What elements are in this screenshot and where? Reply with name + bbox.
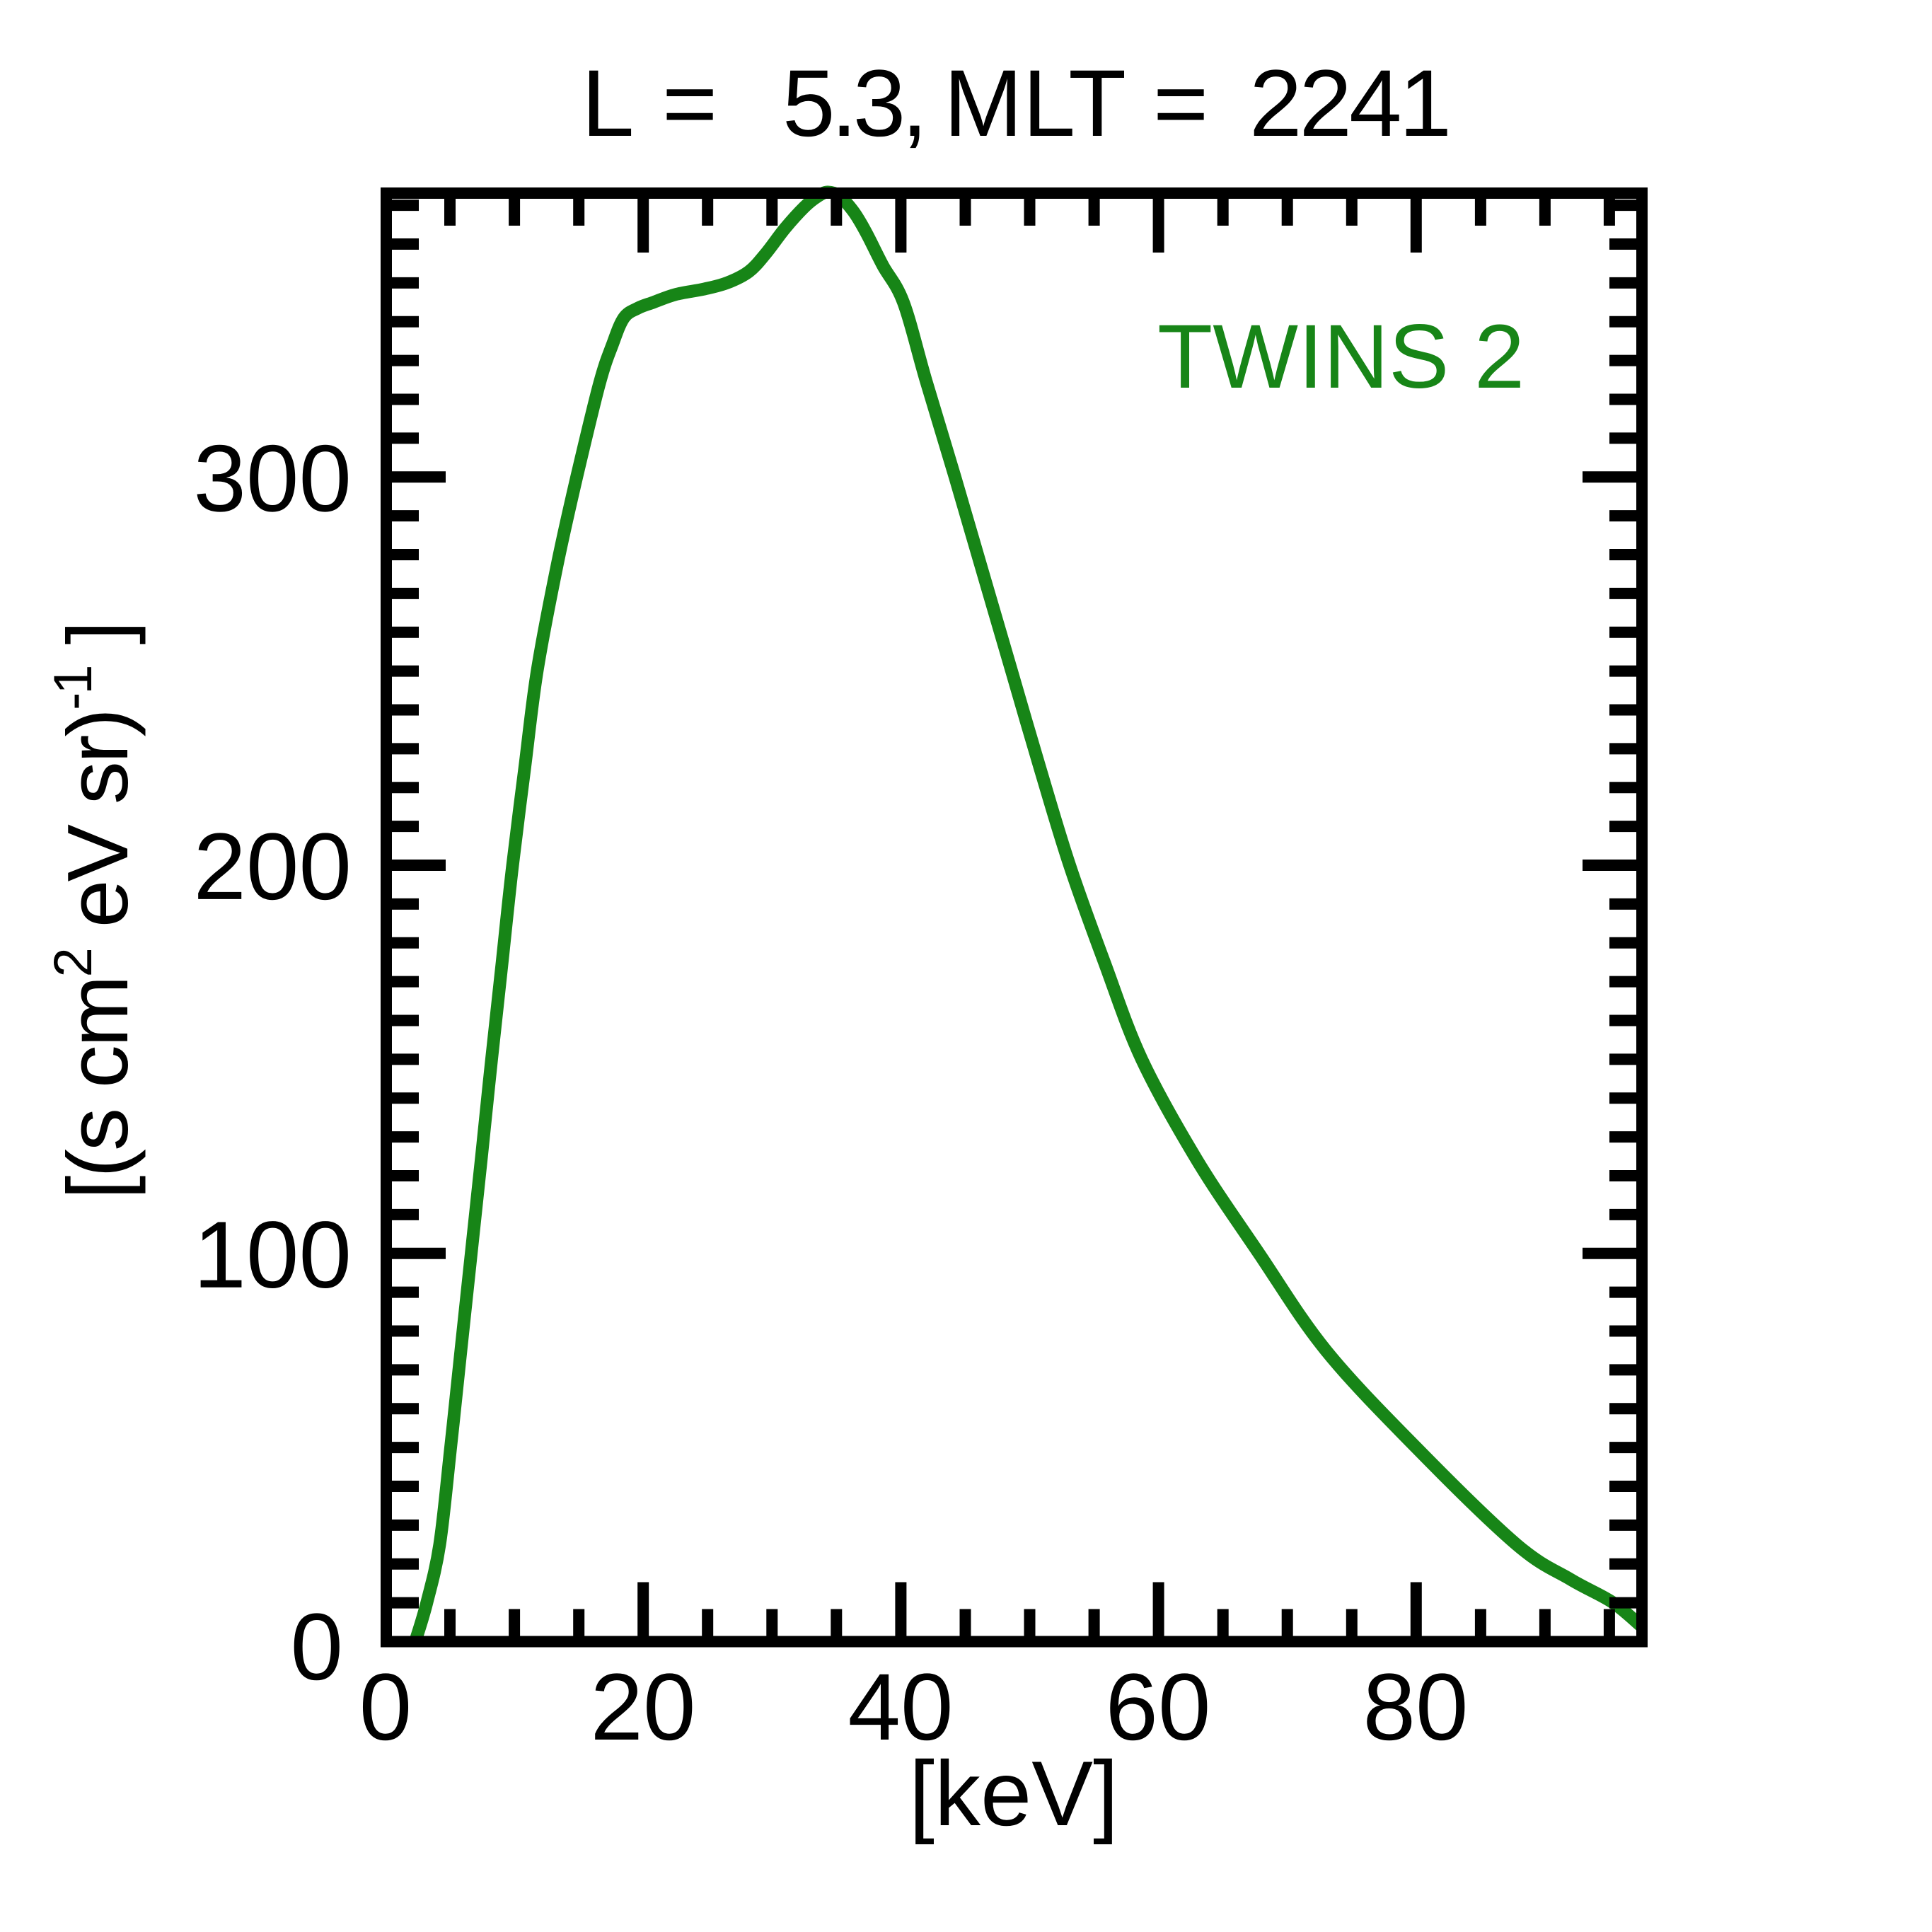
svg-text:0: 0 xyxy=(290,1595,343,1700)
svg-text:80: 80 xyxy=(1363,1655,1468,1760)
svg-text:[(s cm2 eV sr)-1 ]: [(s cm2 eV sr)-1 ] xyxy=(43,623,146,1200)
svg-text:2241: 2241 xyxy=(1249,51,1449,156)
svg-text:=: = xyxy=(662,51,717,156)
svg-text:[keV]: [keV] xyxy=(909,1742,1118,1845)
svg-text:5.3,: 5.3, xyxy=(782,51,924,156)
svg-text:0: 0 xyxy=(359,1655,412,1760)
svg-text:L: L xyxy=(582,51,635,156)
svg-text:300: 300 xyxy=(193,426,352,531)
svg-text:60: 60 xyxy=(1105,1655,1210,1760)
svg-text:20: 20 xyxy=(590,1655,695,1760)
svg-text:40: 40 xyxy=(848,1655,953,1760)
svg-text:200: 200 xyxy=(193,814,352,920)
svg-text:100: 100 xyxy=(193,1203,352,1308)
svg-text:TWINS 2: TWINS 2 xyxy=(1157,306,1525,407)
svg-text:MLT: MLT xyxy=(944,51,1126,156)
svg-text:=: = xyxy=(1153,51,1208,156)
